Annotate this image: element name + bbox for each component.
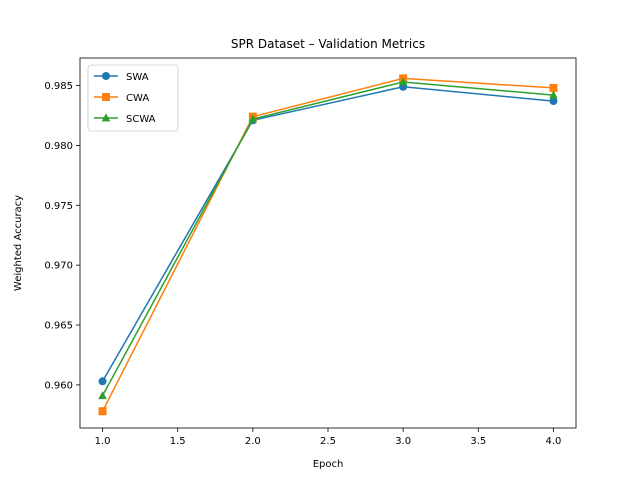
legend-marker-scwa: [101, 113, 111, 122]
legend-label-scwa: SCWA: [126, 114, 156, 125]
legend-label-swa: SWA: [126, 72, 149, 83]
legend-label-cwa: CWA: [126, 93, 149, 104]
legend-box: [87, 64, 179, 132]
x-tick-label: 2.5: [320, 436, 336, 447]
series-line-swa: [101, 85, 554, 382]
data-point-cwa: [98, 407, 107, 416]
x-tick-label: 4.0: [546, 436, 562, 447]
data-point-cwa: [549, 83, 558, 92]
x-tick-label: 3.0: [395, 436, 411, 447]
legend-marker-cwa: [102, 93, 110, 101]
series-line-scwa: [101, 81, 554, 397]
data-point-scwa: [248, 114, 258, 123]
y-tick-label: 0.975: [44, 201, 73, 212]
data-point-scwa: [398, 77, 408, 86]
y-tick-label: 0.980: [44, 141, 73, 152]
legend: SWA CWA SCWA: [87, 64, 179, 132]
y-axis-label: Weighted Accuracy: [13, 195, 24, 291]
plot-area: 1.0 1.5 2.0 2.5 3.0 3.5 4.0 0.960 0.965 0.970 0.97…: [44, 57, 577, 447]
data-point-scwa: [98, 391, 107, 400]
x-axis-label: Epoch: [313, 459, 344, 470]
legend-marker-swa: [102, 72, 110, 80]
data-point-swa: [98, 377, 107, 386]
x-tick-label: 2.0: [245, 436, 261, 447]
x-tick-label: 1.0: [95, 436, 111, 447]
x-tick-label: 3.5: [470, 436, 486, 447]
data-point-swa: [549, 97, 558, 106]
y-tick-label: 0.970: [44, 261, 73, 272]
x-tick-label: 1.5: [170, 436, 186, 447]
y-tick-label: 0.985: [44, 81, 73, 92]
y-tick-label: 0.960: [44, 380, 73, 391]
series-line-cwa: [101, 77, 554, 412]
chart-title: SPR Dataset – Validation Metrics: [231, 37, 425, 51]
y-tick-label: 0.965: [44, 321, 73, 332]
data-point-scwa: [549, 90, 558, 99]
axes-frame: [79, 57, 577, 429]
